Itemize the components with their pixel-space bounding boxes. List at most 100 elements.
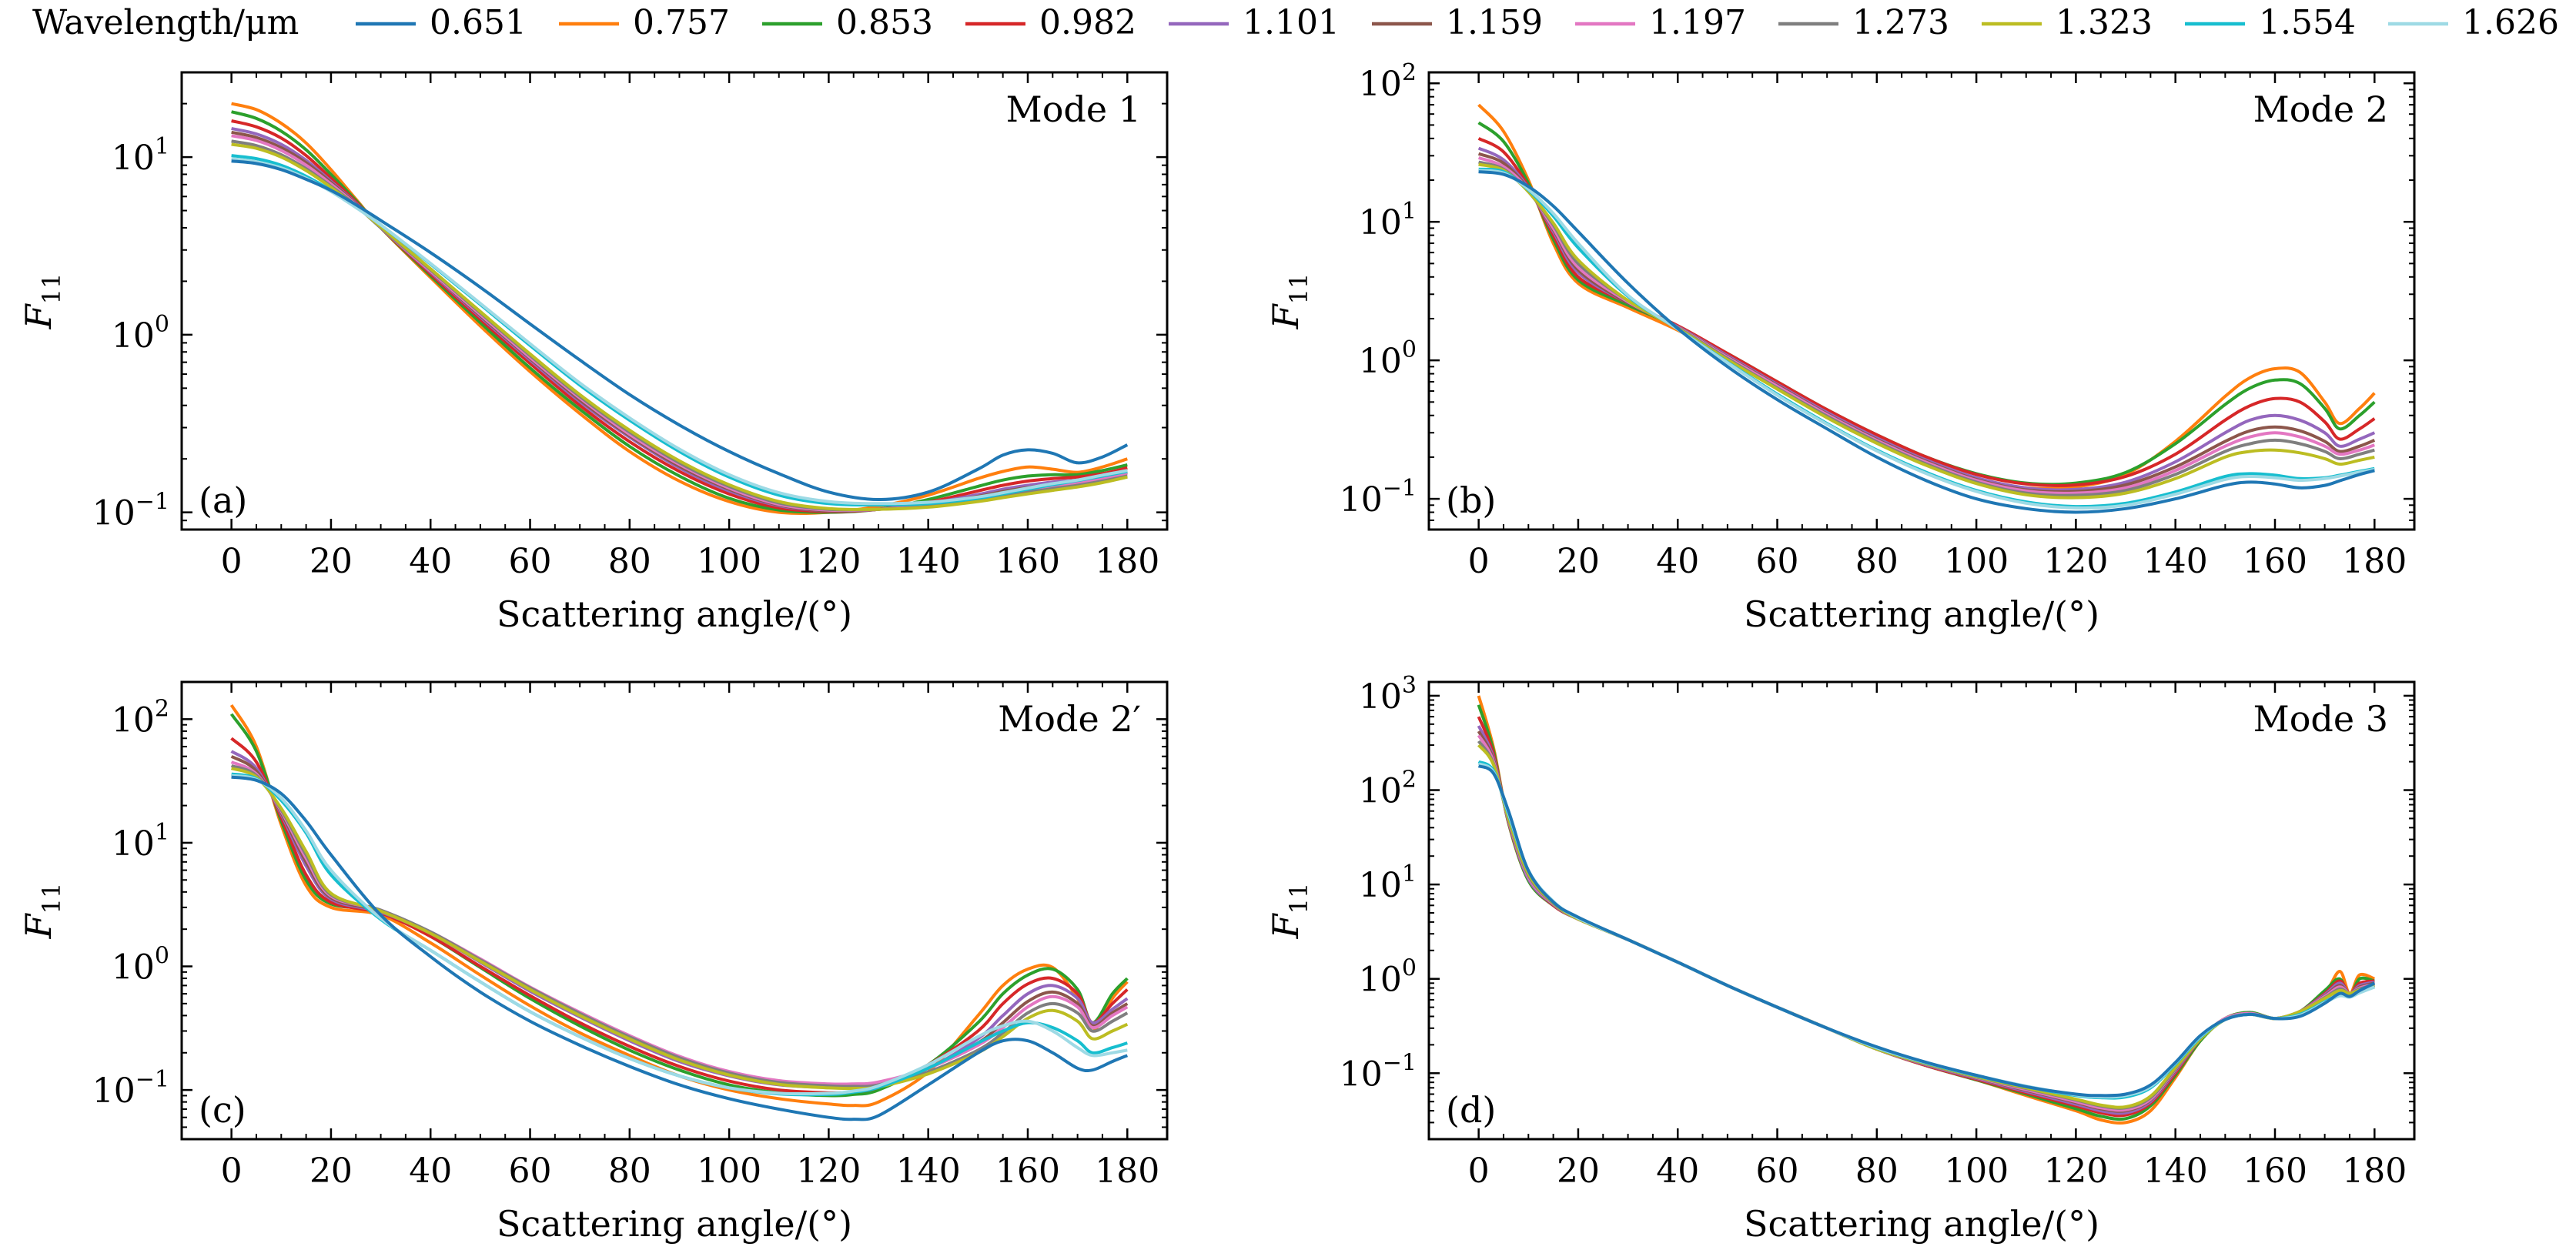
series-line-1.197 (1477, 156, 2375, 495)
y-tick-label: 10−1 (1340, 1049, 1417, 1094)
series-line-1.554 (231, 154, 1128, 507)
x-tick-label: 80 (608, 542, 651, 581)
y-tick-label: 101 (112, 133, 169, 178)
mode-annotation: Mode 2′ (998, 698, 1141, 740)
y-tick-base: 10 (112, 948, 155, 988)
y-axis-label-main: F (18, 302, 59, 329)
plot-frame (1427, 71, 2416, 531)
y-tick-base: 10 (1359, 677, 1402, 717)
x-tick-label: 80 (608, 1151, 651, 1191)
series-group (1477, 103, 2376, 514)
series-line-1.197 (231, 134, 1128, 513)
series-line-0.982 (1477, 716, 2375, 1118)
panel-label: (b) (1446, 480, 1496, 521)
x-tick-label: 160 (2243, 1151, 2307, 1191)
panel-label: (a) (199, 480, 247, 521)
y-tick-base: 10 (112, 700, 155, 740)
y-tick-exponent: 0 (1402, 955, 1417, 982)
legend-entry: 1.626 (2388, 3, 2559, 42)
y-axis-label-sub: 11 (1284, 883, 1313, 914)
chart-panel: 0 20 40 60 80 100 120 140 160 18010−1100101102Sca… (18, 680, 1169, 1245)
y-tick-base: 10 (1359, 866, 1402, 905)
legend-entry: 0.982 (965, 3, 1136, 42)
mode-annotation: Mode 2 (2253, 89, 2388, 130)
legend: Wavelength/μm 0.651 0.757 0.853 0.982 1.101 1.… (32, 3, 2559, 42)
y-tick-exponent: −1 (135, 489, 169, 516)
chart-panel: 0 20 40 60 80 100 120 140 160 18010−1100101102103… (1265, 672, 2416, 1245)
series-line-1.626 (1478, 169, 2375, 510)
y-tick-label: 100 (1359, 336, 1417, 381)
y-tick-base: 10 (112, 824, 155, 864)
series-group (229, 704, 1129, 1121)
y-axis-label: F11 (1265, 883, 1313, 940)
x-tick-label: 20 (1557, 542, 1600, 581)
y-tick-exponent: −1 (1383, 475, 1417, 502)
legend-label: 1.323 (2056, 3, 2153, 42)
y-tick-exponent: 1 (1402, 198, 1417, 225)
legend-label: 1.554 (2259, 3, 2356, 42)
y-tick-base: 10 (112, 316, 155, 356)
x-tick-label: 120 (2043, 542, 2108, 581)
y-axis-label-sub: 11 (37, 273, 66, 305)
x-tick-label: 60 (1756, 542, 1799, 581)
x-tick-label: 180 (1095, 542, 1159, 581)
x-axis-label: Scattering angle/(°) (497, 593, 852, 635)
series-line-1.554 (1477, 760, 2375, 1100)
series-group (1477, 695, 2376, 1125)
series-line-1.159 (1477, 730, 2375, 1113)
y-tick-base: 10 (112, 139, 155, 178)
series-line-1.273 (1478, 160, 2375, 497)
series-line-0.757 (1477, 695, 2375, 1125)
x-axis-label: Scattering angle/(°) (1744, 593, 2099, 635)
series-line-1.626 (231, 774, 1128, 1096)
series-line-0.651 (231, 775, 1129, 1121)
series-line-1.101 (231, 126, 1128, 513)
series-line-1.323 (230, 767, 1129, 1091)
chart-panel: 0 20 40 60 80 100 120 140 160 18010−1100101102Sca… (1265, 59, 2416, 635)
legend-entry: 0.757 (559, 3, 730, 42)
x-tick-label: 60 (509, 1151, 552, 1191)
x-tick-label: 0 (221, 1151, 243, 1191)
x-axis-label: Scattering angle/(°) (1744, 1203, 2099, 1245)
series-line-1.323 (231, 142, 1128, 511)
y-tick-label: 100 (112, 943, 169, 988)
x-tick-label: 140 (2143, 1151, 2208, 1191)
legend-label: 1.626 (2462, 3, 2559, 42)
x-tick-label: 40 (409, 542, 452, 581)
y-tick-exponent: 2 (1402, 767, 1417, 794)
series-line-1.554 (231, 772, 1128, 1097)
legend-label: 0.651 (430, 3, 527, 42)
x-tick-label: 0 (1468, 1151, 1490, 1191)
y-tick-base: 10 (1359, 772, 1402, 811)
y-axis-label-main: F (1265, 302, 1306, 329)
legend-label: 1.197 (1649, 3, 1746, 42)
x-tick-label: 40 (1656, 1151, 1699, 1191)
legend-title: Wavelength/μm (32, 3, 299, 42)
series-line-0.757 (229, 704, 1129, 1108)
legend-entry: 0.651 (356, 3, 527, 42)
y-tick-exponent: 1 (155, 819, 169, 846)
series-group (231, 102, 1129, 516)
x-tick-label: 180 (2342, 1151, 2407, 1191)
y-tick-label: 10−1 (92, 1066, 169, 1111)
legend-entry: 1.197 (1575, 3, 1746, 42)
legend-entry: 1.554 (2185, 3, 2356, 42)
series-line-1.101 (1477, 725, 2375, 1115)
x-tick-label: 40 (409, 1151, 452, 1191)
series-line-1.323 (1478, 162, 2375, 500)
x-tick-label: 120 (796, 542, 861, 581)
series-line-1.159 (231, 130, 1128, 513)
panel-label: (d) (1446, 1089, 1496, 1131)
y-tick-exponent: −1 (1383, 1049, 1417, 1076)
x-tick-label: 160 (995, 542, 1060, 581)
y-tick-exponent: 0 (1402, 336, 1417, 363)
legend-label: 0.757 (633, 3, 730, 42)
series-line-0.853 (1477, 704, 2375, 1121)
series-line-0.853 (1477, 121, 2376, 486)
y-tick-exponent: 2 (1402, 59, 1417, 86)
legend-label: 1.273 (1852, 3, 1949, 42)
series-line-1.626 (1477, 762, 2376, 1099)
series-line-1.101 (1477, 146, 2376, 492)
chart-panel: 0 20 40 60 80 100 120 140 160 18010−1100101Scatte… (18, 71, 1169, 635)
